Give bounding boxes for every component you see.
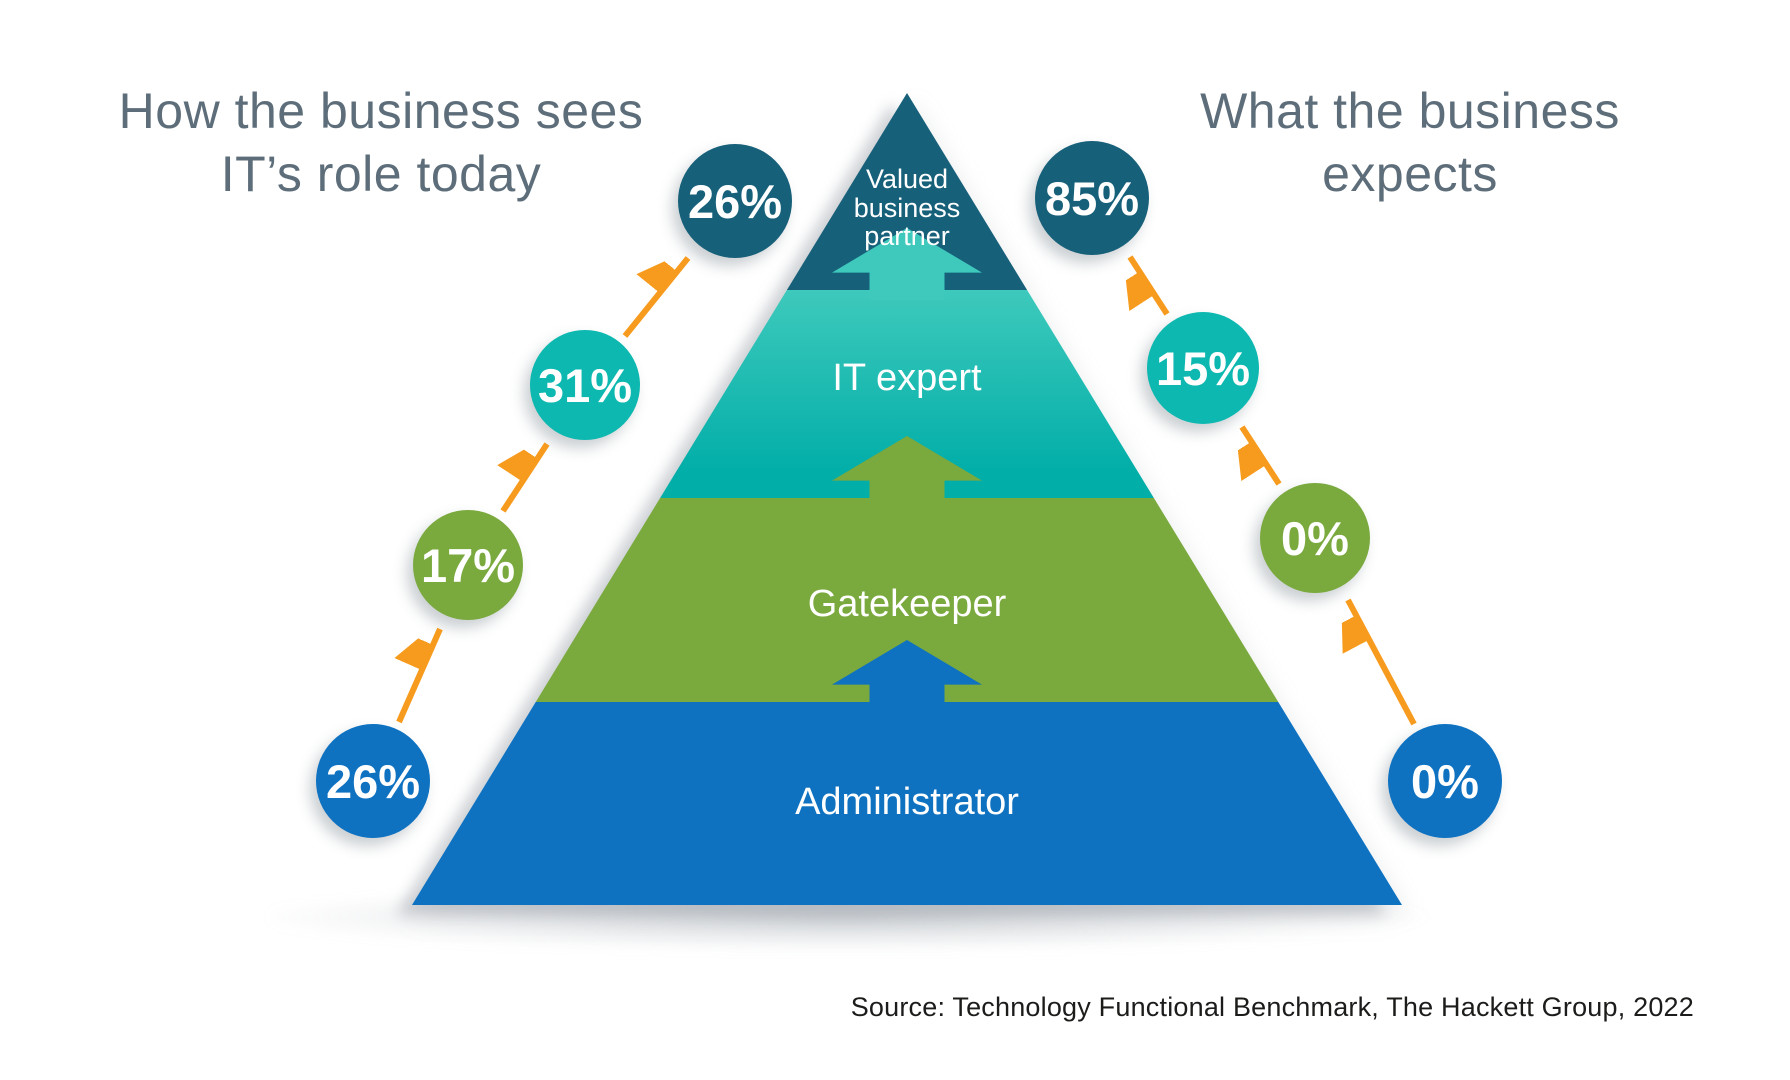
- left-title-line1: How the business sees: [118, 83, 644, 139]
- pyramid: Valued business partner IT expert Gateke…: [412, 93, 1402, 905]
- level-label-it-expert: IT expert: [832, 357, 982, 399]
- pyramid-shape: Valued business partner IT expert Gateke…: [412, 93, 1402, 905]
- today-it-expert-badge: 31%: [530, 330, 640, 440]
- level-label-gatekeeper: Gatekeeper: [807, 583, 1007, 625]
- expects-administrator-badge: 0%: [1388, 724, 1502, 838]
- expects-gatekeeper-badge: 0%: [1260, 483, 1370, 593]
- level-administrator: [412, 702, 1402, 905]
- source-attribution: Source: Technology Functional Benchmark,…: [850, 992, 1694, 1022]
- right-title: What the business expects: [1100, 80, 1720, 206]
- today-valued-business-partner-badge: 26%: [678, 144, 792, 258]
- level-label-valued-business-partner: Valued business partner: [853, 164, 961, 252]
- expects-valued-business-partner-badge: 85%: [1035, 141, 1149, 255]
- left-title-line2: IT’s role today: [220, 146, 542, 202]
- left-title: How the business sees IT’s role today: [71, 80, 691, 206]
- today-administrator-badge: 26%: [316, 724, 430, 838]
- today-gatekeeper-badge: 17%: [413, 510, 523, 620]
- expects-it-expert-badge: 15%: [1147, 312, 1259, 424]
- right-title-line1: What the business: [1200, 83, 1620, 139]
- right-title-line2: expects: [1322, 146, 1498, 202]
- level-label-administrator: Administrator: [795, 781, 1019, 823]
